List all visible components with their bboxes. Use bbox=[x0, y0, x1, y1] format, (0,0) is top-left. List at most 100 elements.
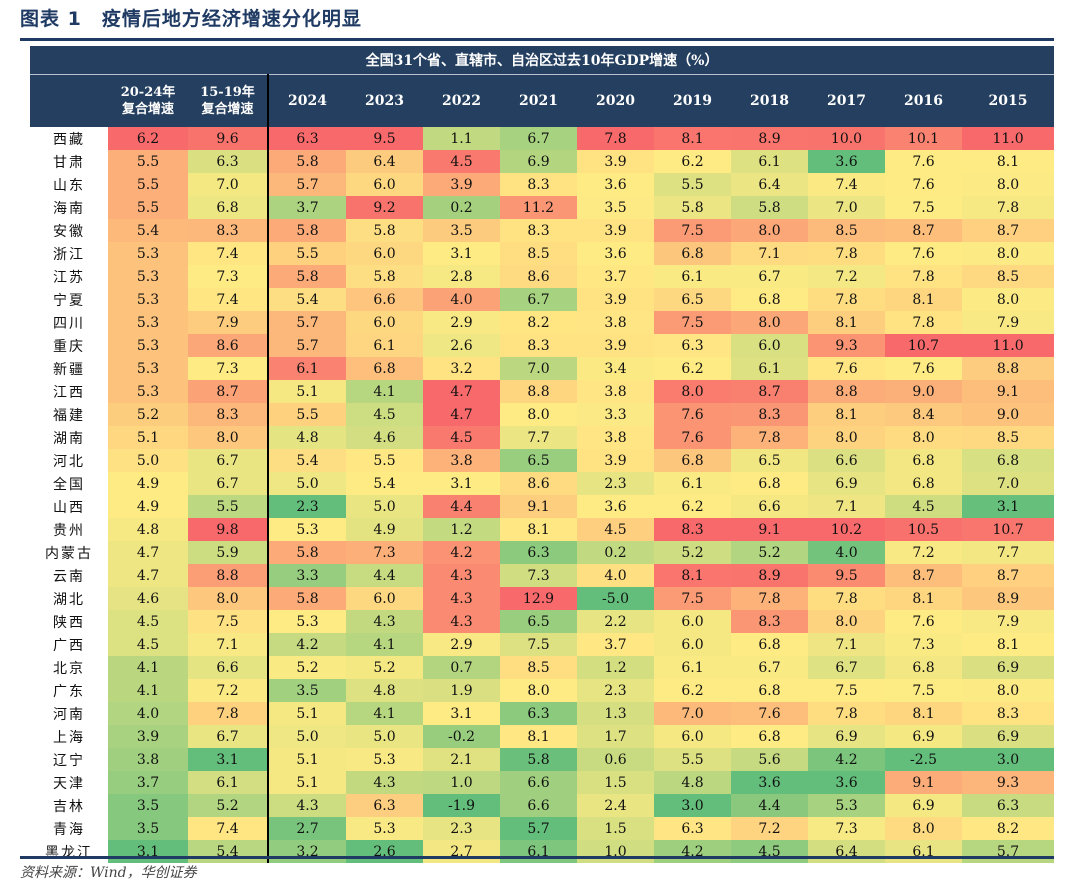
value-cell: 3.6 bbox=[731, 771, 808, 794]
value-cell: 5.3 bbox=[108, 311, 188, 334]
value-cell: 4.0 bbox=[423, 288, 500, 311]
value-cell: 6.5 bbox=[731, 449, 808, 472]
value-cell: 3.5 bbox=[108, 794, 188, 817]
table-row: 河北 5.0 6.7 5.4 5.5 3.8 6.5 3.9 6.8 6.5 6.6 6.8 6.8 bbox=[30, 449, 1055, 472]
value-cell: 5.4 bbox=[346, 472, 423, 495]
value-cell: 5.8 bbox=[268, 219, 346, 242]
value-cell: 3.1 bbox=[423, 702, 500, 725]
value-cell: 5.2 bbox=[654, 541, 731, 564]
value-cell: 5.5 bbox=[108, 173, 188, 196]
value-cell: 5.5 bbox=[268, 403, 346, 426]
table-row: 云南 4.7 8.8 3.3 4.4 4.3 7.3 4.0 8.1 8.9 9.5 8.7 8.7 bbox=[30, 564, 1055, 587]
value-cell: 2.9 bbox=[423, 311, 500, 334]
value-cell: 4.9 bbox=[346, 518, 423, 541]
value-cell: 7.2 bbox=[808, 265, 885, 288]
value-cell: 5.8 bbox=[268, 265, 346, 288]
value-cell: 7.1 bbox=[188, 633, 269, 656]
value-cell: 6.8 bbox=[885, 656, 962, 679]
value-cell: 8.7 bbox=[885, 219, 962, 242]
value-cell: 2.4 bbox=[577, 794, 654, 817]
value-cell: 8.0 bbox=[654, 380, 731, 403]
value-cell: 6.1 bbox=[731, 357, 808, 380]
table-row: 陕西 4.5 7.5 5.3 4.3 4.3 6.5 2.2 6.0 8.3 8.0 7.6 7.9 bbox=[30, 610, 1055, 633]
value-cell: 5.8 bbox=[500, 748, 577, 771]
value-cell: 7.8 bbox=[188, 702, 269, 725]
region-name: 甘肃 bbox=[30, 150, 108, 173]
value-cell: 8.8 bbox=[500, 380, 577, 403]
value-cell: 7.5 bbox=[885, 196, 962, 219]
value-cell: 5.5 bbox=[108, 196, 188, 219]
value-cell: 8.7 bbox=[885, 564, 962, 587]
value-cell: 8.0 bbox=[885, 817, 962, 840]
value-cell: 3.9 bbox=[577, 288, 654, 311]
value-cell: 8.0 bbox=[962, 288, 1055, 311]
value-cell: 6.0 bbox=[731, 334, 808, 357]
value-cell: 6.1 bbox=[654, 472, 731, 495]
region-name: 天津 bbox=[30, 771, 108, 794]
value-cell: 6.8 bbox=[885, 472, 962, 495]
region-name: 上海 bbox=[30, 725, 108, 748]
value-cell: 1.5 bbox=[577, 771, 654, 794]
value-cell: 3.7 bbox=[108, 771, 188, 794]
value-cell: 6.5 bbox=[500, 610, 577, 633]
region-name: 安徽 bbox=[30, 219, 108, 242]
value-cell: 8.1 bbox=[885, 288, 962, 311]
value-cell: 1.2 bbox=[423, 518, 500, 541]
column-header: 2015 bbox=[962, 74, 1055, 127]
value-cell: 6.6 bbox=[808, 449, 885, 472]
value-cell: 5.3 bbox=[346, 817, 423, 840]
table-row: 甘肃 5.5 6.3 5.8 6.4 4.5 6.9 3.9 6.2 6.1 3.6 7.6 8.1 bbox=[30, 150, 1055, 173]
value-cell: 11.0 bbox=[962, 334, 1055, 357]
value-cell: 4.4 bbox=[423, 495, 500, 518]
value-cell: 5.5 bbox=[268, 242, 346, 265]
value-cell: 5.8 bbox=[268, 587, 346, 610]
value-cell: 5.8 bbox=[731, 196, 808, 219]
value-cell: 5.4 bbox=[268, 449, 346, 472]
value-cell: 1.9 bbox=[423, 679, 500, 702]
value-cell: 7.9 bbox=[188, 311, 269, 334]
value-cell: 8.0 bbox=[188, 587, 269, 610]
value-cell: 6.9 bbox=[885, 725, 962, 748]
value-cell: 5.0 bbox=[268, 725, 346, 748]
value-cell: 1.2 bbox=[577, 656, 654, 679]
value-cell: 4.5 bbox=[423, 426, 500, 449]
value-cell: 8.7 bbox=[962, 564, 1055, 587]
value-cell: 5.7 bbox=[268, 334, 346, 357]
value-cell: 5.3 bbox=[108, 357, 188, 380]
value-cell: -0.2 bbox=[423, 725, 500, 748]
column-header-line: 复合增速 bbox=[201, 102, 254, 117]
value-cell: 9.8 bbox=[188, 518, 269, 541]
value-cell: 7.4 bbox=[808, 173, 885, 196]
column-header-line: 2024 bbox=[288, 93, 327, 109]
value-cell: 5.3 bbox=[346, 748, 423, 771]
value-cell: 4.3 bbox=[423, 564, 500, 587]
table-row: 上海 3.9 6.7 5.0 5.0 -0.2 8.1 1.7 6.0 6.8 6.9 6.9 6.9 bbox=[30, 725, 1055, 748]
value-cell: 7.8 bbox=[808, 242, 885, 265]
value-cell: 3.5 bbox=[108, 817, 188, 840]
value-cell: 10.0 bbox=[808, 127, 885, 150]
value-cell: 4.5 bbox=[108, 633, 188, 656]
column-header: 2017 bbox=[808, 74, 885, 127]
value-cell: 8.1 bbox=[962, 150, 1055, 173]
value-cell: 8.6 bbox=[500, 265, 577, 288]
value-cell: 7.6 bbox=[808, 357, 885, 380]
value-cell: 8.2 bbox=[962, 817, 1055, 840]
value-cell: 4.3 bbox=[423, 587, 500, 610]
value-cell: 7.5 bbox=[654, 219, 731, 242]
value-cell: 9.6 bbox=[188, 127, 269, 150]
value-cell: 6.6 bbox=[731, 495, 808, 518]
value-cell: 8.0 bbox=[885, 426, 962, 449]
column-header-line: 15-19年 bbox=[200, 85, 255, 100]
value-cell: 5.0 bbox=[346, 495, 423, 518]
value-cell: 3.8 bbox=[423, 449, 500, 472]
value-cell: 4.2 bbox=[808, 748, 885, 771]
value-cell: 6.3 bbox=[346, 794, 423, 817]
value-cell: 8.5 bbox=[808, 219, 885, 242]
value-cell: 8.7 bbox=[188, 380, 269, 403]
region-name: 重庆 bbox=[30, 334, 108, 357]
value-cell: 5.3 bbox=[108, 265, 188, 288]
value-cell: 6.5 bbox=[500, 449, 577, 472]
value-cell: 6.3 bbox=[268, 127, 346, 150]
column-header: 2016 bbox=[885, 74, 962, 127]
value-cell: 8.3 bbox=[188, 403, 269, 426]
